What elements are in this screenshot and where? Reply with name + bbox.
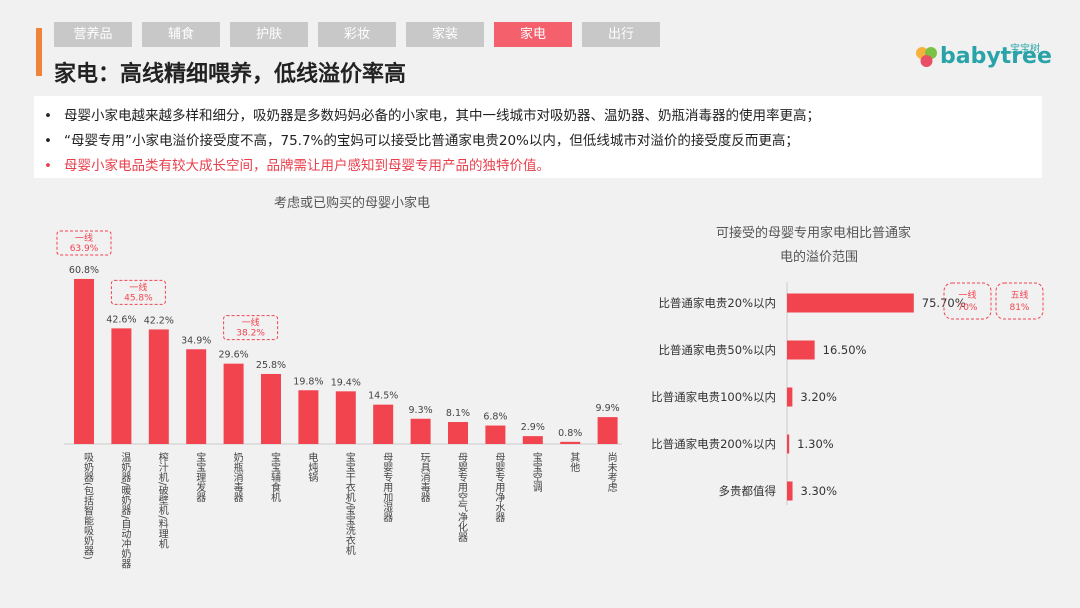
h-annotation-box-0 xyxy=(943,282,992,320)
tab-5[interactable]: 家电 xyxy=(494,22,572,47)
bar-3 xyxy=(186,349,207,444)
annotation-value-0: 63.9% xyxy=(70,244,99,254)
hbar-1 xyxy=(787,340,815,360)
hbar-0 xyxy=(787,293,914,313)
bar-11 xyxy=(485,425,506,444)
bar-value-8: 14.5% xyxy=(368,391,398,402)
bar-value-10: 8.1% xyxy=(446,408,470,419)
bar-value-11: 6.8% xyxy=(483,412,507,423)
bar-category-14: 尚未考虑 xyxy=(605,451,617,492)
right-chart-title-line1: 可接受的母婴专用家电相比普通家 xyxy=(716,226,912,241)
bar-4 xyxy=(223,363,244,444)
hbar-value-1: 16.50% xyxy=(823,343,867,357)
h-annotation-tier-0: 一线 xyxy=(958,289,976,301)
h-annotation-box-1 xyxy=(995,282,1044,320)
bar-value-2: 42.2% xyxy=(144,315,174,326)
annotation-box-0 xyxy=(56,230,112,256)
bar-value-5: 25.8% xyxy=(256,360,286,371)
bar-category-13: 其他 xyxy=(568,452,580,473)
right-chart-title-line2: 电的溢价范围 xyxy=(780,250,859,265)
page-title: 家电：高线精细喂养，低线溢价率高 xyxy=(54,62,407,87)
bar-10 xyxy=(448,422,468,444)
bar-category-11: 母婴专用净水器 xyxy=(493,452,505,523)
bar-value-7: 19.4% xyxy=(331,377,361,388)
hbar-category-0: 比普通家电贵20%以内 xyxy=(658,296,776,310)
bar-value-4: 29.6% xyxy=(219,350,249,361)
bar-5 xyxy=(261,373,281,444)
bar-value-12: 2.9% xyxy=(521,422,545,433)
bar-category-2: 榨汁机/破壁机/料理机 xyxy=(156,451,168,550)
annotation-tier-0: 一线 xyxy=(75,232,93,244)
bar-0 xyxy=(74,278,94,444)
hbar-4 xyxy=(787,481,793,501)
bar-8 xyxy=(373,404,394,444)
bar-category-3: 宝宝理发器 xyxy=(194,451,206,503)
annotation-value-2: 38.2% xyxy=(236,329,265,339)
hbar-2 xyxy=(787,387,793,407)
hbar-category-3: 比普通家电贵200%以内 xyxy=(651,437,776,451)
bar-7 xyxy=(335,391,356,444)
tab-3[interactable]: 彩妆 xyxy=(318,22,396,47)
left-chart-title: 考虑或已购买的母婴小家电 xyxy=(274,196,431,211)
bar-category-8: 母婴专用加湿器 xyxy=(381,452,393,523)
bullet-1: • 母婴小家电越来越多样和细分，吸奶器是多数妈妈必备的小家电，其中一线城市对吸奶器… xyxy=(44,108,820,124)
bar-value-14: 9.9% xyxy=(596,403,620,414)
bar-value-3: 34.9% xyxy=(181,335,211,346)
logo-icon xyxy=(916,47,937,67)
bar-2 xyxy=(148,329,169,444)
hbar-value-2: 3.20% xyxy=(800,390,837,404)
bar-9 xyxy=(410,418,431,444)
hbar-category-2: 比普通家电贵100%以内 xyxy=(651,390,776,404)
h-annotation-value-0: 70% xyxy=(957,303,977,313)
hbar-category-4: 多贵都值得 xyxy=(719,484,777,498)
bar-category-6: 电炖锅 xyxy=(306,451,318,483)
bar-value-6: 19.8% xyxy=(293,376,323,387)
annotation-tier-1: 一线 xyxy=(129,281,147,293)
hbar-value-3: 1.30% xyxy=(797,437,834,451)
bar-category-5: 宝宝辅食机 xyxy=(269,451,281,503)
bar-category-9: 玩具消毒器 xyxy=(418,452,430,503)
bar-category-12: 宝宝空调 xyxy=(530,451,542,493)
accent-bar xyxy=(36,28,42,76)
bar-value-1: 42.6% xyxy=(106,314,136,325)
bar-category-10: 母婴专用空气净化器 xyxy=(456,452,468,543)
annotation-tier-2: 一线 xyxy=(242,317,260,329)
bullet-2: • “母婴专用”小家电溢价接受度不高，75.7%的宝妈可以接受比普通家电贵20%以… xyxy=(44,133,799,149)
bar-1 xyxy=(111,328,132,444)
tab-2[interactable]: 护肤 xyxy=(230,22,308,47)
annotation-box-2 xyxy=(223,315,279,341)
hbar-3 xyxy=(787,434,790,454)
logo-text-en: babytree xyxy=(940,44,1052,69)
bar-category-1: 温奶器/暖奶器/自动冲奶器 xyxy=(119,452,131,570)
bar-category-4: 奶瓶消毒器 xyxy=(231,452,243,503)
bullet-3: • 母婴小家电品类有较大成长空间，品牌需让用户感知到母婴专用产品的独特价值。 xyxy=(44,158,550,174)
h-annotation-value-1: 81% xyxy=(1009,303,1029,313)
h-annotation-tier-1: 五线 xyxy=(1010,289,1028,301)
hbar-value-4: 3.30% xyxy=(801,484,838,498)
key-findings: • 母婴小家电越来越多样和细分，吸奶器是多数妈妈必备的小家电，其中一线城市对吸奶器… xyxy=(34,96,1042,178)
bar-14 xyxy=(597,417,618,444)
tab-4[interactable]: 家装 xyxy=(406,22,484,47)
bar-13 xyxy=(560,441,581,444)
logo-text-cn: 宝宝树 xyxy=(1010,44,1040,55)
bar-6 xyxy=(298,390,319,444)
tab-6[interactable]: 出行 xyxy=(582,22,660,47)
bar-category-7: 宝宝干衣机/宝宝洗衣机 xyxy=(343,451,355,556)
annotation-value-1: 45.8% xyxy=(124,293,153,303)
bar-value-0: 60.8% xyxy=(69,265,99,276)
annotation-box-1 xyxy=(110,279,166,305)
bar-value-9: 9.3% xyxy=(409,405,433,416)
bar-value-13: 0.8% xyxy=(558,428,582,439)
hbar-category-1: 比普通家电贵50%以内 xyxy=(658,343,776,357)
bar-12 xyxy=(522,436,543,444)
bar-category-0: 吸奶器(包括智能吸奶器) xyxy=(82,452,94,560)
tab-1[interactable]: 辅食 xyxy=(142,22,220,47)
tab-0[interactable]: 营养品 xyxy=(54,22,132,47)
